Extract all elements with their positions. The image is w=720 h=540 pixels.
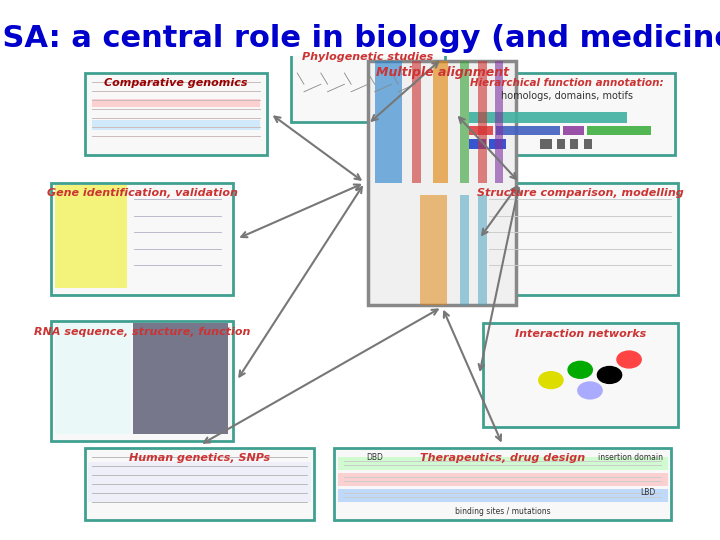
- FancyBboxPatch shape: [368, 61, 516, 305]
- Bar: [584, 139, 592, 149]
- Bar: [91, 120, 260, 130]
- Bar: [338, 457, 667, 470]
- Bar: [469, 139, 486, 149]
- Bar: [557, 139, 564, 149]
- FancyBboxPatch shape: [51, 183, 233, 295]
- Bar: [469, 112, 627, 123]
- Text: DBD: DBD: [366, 453, 383, 462]
- Bar: [490, 139, 506, 149]
- FancyBboxPatch shape: [290, 47, 446, 122]
- Text: LBD: LBD: [640, 488, 655, 497]
- Text: Human genetics, SNPs: Human genetics, SNPs: [129, 453, 270, 463]
- Bar: [375, 61, 402, 183]
- Text: Multiple alignment: Multiple alignment: [376, 66, 508, 79]
- Bar: [477, 61, 487, 183]
- Text: insertion domain: insertion domain: [598, 453, 663, 462]
- Circle shape: [578, 382, 602, 399]
- Circle shape: [617, 351, 642, 368]
- FancyBboxPatch shape: [334, 448, 671, 521]
- Text: Hierarchical function annotation:: Hierarchical function annotation:: [470, 78, 664, 88]
- Bar: [55, 185, 127, 288]
- Text: Structure comparison, modelling: Structure comparison, modelling: [477, 188, 683, 198]
- Bar: [91, 99, 260, 107]
- Bar: [413, 61, 421, 183]
- Bar: [477, 195, 487, 305]
- Text: Phylogenetic studies: Phylogenetic studies: [302, 52, 433, 63]
- Bar: [540, 139, 552, 149]
- FancyBboxPatch shape: [51, 321, 233, 441]
- Bar: [89, 462, 311, 502]
- Bar: [338, 473, 667, 486]
- Bar: [587, 126, 651, 135]
- Circle shape: [539, 372, 563, 389]
- FancyBboxPatch shape: [85, 448, 314, 521]
- Bar: [460, 195, 469, 305]
- Bar: [420, 195, 446, 305]
- FancyBboxPatch shape: [85, 72, 267, 154]
- Bar: [570, 139, 578, 149]
- Circle shape: [598, 367, 621, 383]
- Text: RNA sequence, structure, function: RNA sequence, structure, function: [34, 327, 251, 336]
- Bar: [469, 126, 492, 135]
- Bar: [338, 489, 667, 502]
- Bar: [495, 61, 503, 183]
- FancyBboxPatch shape: [482, 183, 678, 295]
- Text: binding sites / mutations: binding sites / mutations: [455, 507, 551, 516]
- Bar: [55, 323, 131, 434]
- Text: Gene identification, validation: Gene identification, validation: [47, 188, 238, 198]
- Text: homologs, domains, motifs: homologs, domains, motifs: [500, 91, 633, 102]
- Text: Interaction networks: Interaction networks: [515, 329, 646, 339]
- Bar: [433, 61, 448, 183]
- Bar: [460, 61, 469, 183]
- Circle shape: [568, 361, 593, 378]
- FancyBboxPatch shape: [459, 72, 675, 154]
- Bar: [563, 126, 584, 135]
- Bar: [133, 323, 228, 434]
- Text: Comparative genomics: Comparative genomics: [104, 78, 248, 88]
- FancyBboxPatch shape: [482, 323, 678, 427]
- Bar: [496, 126, 560, 135]
- Text: MSA: a central role in biology (and medicine): MSA: a central role in biology (and medi…: [0, 24, 720, 53]
- Text: Therapeutics, drug design: Therapeutics, drug design: [420, 453, 585, 463]
